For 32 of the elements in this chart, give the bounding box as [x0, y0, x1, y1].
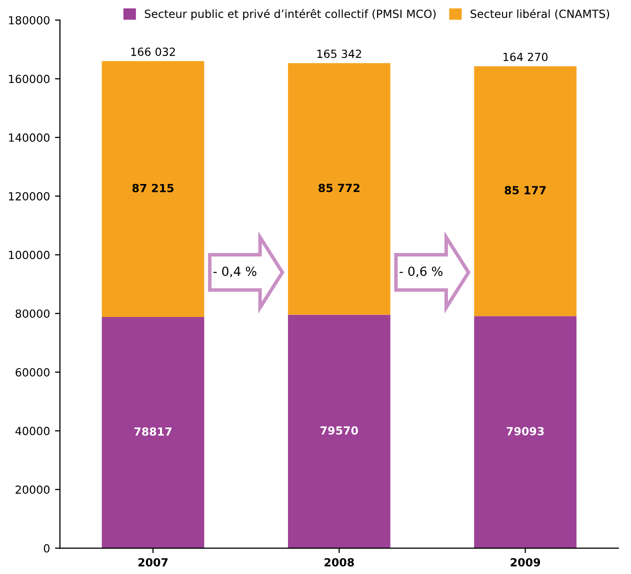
total-label: 164 270 [504, 52, 548, 62]
data-label: 87 215 [132, 184, 174, 192]
y-tick-label: 60000 [16, 368, 50, 377]
bar [474, 316, 576, 548]
data-label: 79570 [320, 426, 358, 435]
y-tick-label: 100000 [9, 250, 50, 260]
y-tick-label: 0 [44, 544, 50, 553]
y-tick-label: 160000 [9, 74, 50, 84]
total-label: 165 342 [317, 50, 362, 58]
y-tick-label: 40000 [15, 426, 50, 436]
data-label: 85 772 [318, 184, 360, 192]
total-label: 166 032 [131, 48, 175, 56]
x-tick-label: 2008 [324, 558, 354, 566]
y-tick-label: 20000 [16, 485, 50, 494]
data-label: 79093 [506, 426, 544, 436]
data-label: 85 177 [504, 186, 546, 194]
data-label: 78817 [134, 427, 172, 436]
x-tick-label: 2007 [138, 558, 168, 566]
y-tick-label: 120000 [9, 192, 50, 200]
y-tick-label: 180000 [9, 16, 50, 24]
y-tick-label: 140000 [9, 133, 50, 142]
bar [288, 63, 390, 315]
bar [102, 61, 204, 317]
bar [102, 316, 204, 548]
annotation: - 0,6 % [400, 266, 442, 278]
annotation: - 0,4 % [213, 266, 256, 278]
bar [474, 66, 576, 316]
legend-label: Secteur public et privé d’intérêt collectif (PMSI MCO) [144, 8, 436, 20]
legend-label: Secteur libéral (CNAMTS) [470, 8, 610, 20]
bar [288, 314, 390, 548]
y-tick-label: 80000 [16, 309, 50, 318]
x-tick-label: 2009 [510, 558, 540, 566]
